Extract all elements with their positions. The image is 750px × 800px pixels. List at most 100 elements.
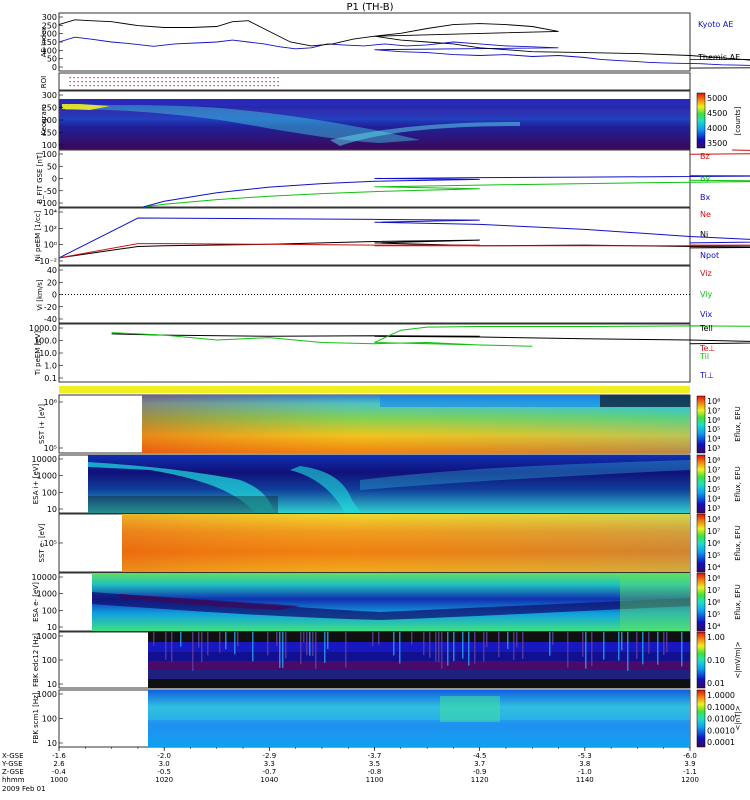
- esa-e-right-edge: [620, 573, 690, 631]
- roi-dot: [221, 85, 223, 87]
- roi-dot: [113, 85, 115, 87]
- fbk-e-yticks: 1000 100 10: [37, 632, 63, 689]
- roi-dot: [89, 85, 91, 87]
- fbk-e-row-1: [148, 632, 690, 642]
- sst-omni-yticks: 10⁶ 10⁵: [44, 398, 63, 453]
- ytick-label: 1000: [37, 590, 57, 599]
- fbk-e-stripe: [681, 632, 683, 667]
- colorbar-tick-label: 0.01: [707, 679, 725, 688]
- fbk-e-row-5: [148, 670, 690, 679]
- roi-dot: [129, 81, 131, 83]
- roi-dot: [273, 77, 275, 79]
- ytick-label: 1.0: [44, 362, 57, 371]
- keogram-colorbar-label: [counts]: [734, 106, 742, 135]
- roi-dot: [165, 81, 167, 83]
- roi-dot: [77, 81, 79, 83]
- xtick-value: 1000: [50, 776, 68, 784]
- roi-dot: [217, 77, 219, 79]
- keogram-colorbar: [696, 92, 706, 149]
- roi-dot: [77, 85, 79, 87]
- xtick-value: -0.7: [262, 768, 276, 776]
- xtick-value: -5.3: [578, 752, 592, 760]
- roi-dot: [109, 81, 111, 83]
- ytick-label: 0.1: [44, 374, 57, 383]
- colorbar-tick-label: 0.0100: [707, 715, 735, 724]
- roi-dot: [229, 77, 231, 79]
- row-label-hhmm: hhmm: [2, 776, 25, 784]
- ytick-label: 10000: [32, 455, 57, 464]
- ytick-label: 100.0: [34, 337, 57, 346]
- colorbar-tick-label: 10⁸: [707, 456, 720, 465]
- roi-dot: [189, 81, 191, 83]
- roi-dot: [121, 81, 123, 83]
- roi-dot: [189, 77, 191, 79]
- colorbar-tick-label: 0.10: [707, 656, 725, 665]
- bfield-series: [142, 149, 750, 208]
- density-yticks: 10⁴ 10² 10⁰ 10⁻²: [39, 208, 63, 266]
- ytick-label: 200: [42, 30, 57, 39]
- roi-dot: [233, 81, 235, 83]
- fbk-e-stripe: [225, 632, 227, 650]
- keogram-ylabel: Keogram: [40, 104, 48, 135]
- fbk-e-stripe: [642, 632, 644, 665]
- roi-dot: [265, 85, 267, 87]
- esa-omni-image: [88, 455, 690, 513]
- esa-omni-yticks: 10000 1000 100 10: [32, 455, 63, 514]
- ytick-label: 100: [42, 488, 57, 497]
- roi-dot: [177, 85, 179, 87]
- roi-dot: [113, 77, 115, 79]
- ytick-label: 50: [47, 55, 57, 64]
- temperature-ylabel: Ti peEM [eV]: [34, 331, 42, 376]
- panel-fbk-e: 1000 100 10 FBK edc12 [Hz] 1.00 0.10 0.01 <|…: [32, 631, 742, 689]
- fbk-e-stripe: [486, 632, 488, 648]
- legend-ne: Ne: [700, 210, 711, 219]
- fbk-e-stripe: [522, 632, 524, 660]
- colorbar-tick-label: 10⁴: [707, 435, 720, 444]
- ytick-label: 10²: [44, 224, 57, 233]
- fbk-b-yticks: 1000 100 10: [37, 690, 63, 748]
- roi-dot: [169, 81, 171, 83]
- fbk-e-stripe: [441, 632, 443, 669]
- xtick-value: 1040: [260, 776, 278, 784]
- roi-dot: [265, 77, 267, 79]
- fbk-e-row-4: [148, 661, 690, 670]
- fbk-e-stripe: [657, 632, 659, 665]
- ytick-label: 100: [42, 656, 57, 665]
- roi-dot: [217, 85, 219, 87]
- roi-dot: [229, 85, 231, 87]
- legend-kyoto-ae: Kyoto AE: [698, 20, 733, 29]
- roi-dot: [161, 85, 163, 87]
- density-frame: [58, 207, 691, 266]
- roi-dot: [177, 77, 179, 79]
- temperature-frame: [58, 323, 691, 383]
- x-axis-row-labels: X-GSE Y-GSE Z-GSE hhmm 2009 Feb 01: [1, 752, 46, 793]
- roi-dot: [169, 85, 171, 87]
- roi-dot: [233, 85, 235, 87]
- roi-dot: [73, 85, 75, 87]
- panel-roi: ROI: [40, 72, 691, 91]
- roi-dot: [85, 85, 87, 87]
- sst-omni-colorbar-label: Eflux, EFU: [734, 406, 742, 441]
- colorbar-tick-label: 10⁶: [707, 416, 720, 425]
- ytick-label: 100: [42, 606, 57, 615]
- roi-dot: [165, 77, 167, 79]
- esa-e-dark-band: [92, 592, 690, 620]
- ytick-label: -100: [39, 199, 57, 208]
- fbk-e-stripe: [345, 632, 347, 668]
- esa-e-colorbar-ticks: 10⁸ 10⁷ 10⁶ 10⁵ 10⁴: [707, 574, 720, 631]
- ytick-label: 0: [52, 63, 57, 72]
- roi-dot: [121, 85, 123, 87]
- bfield-ylabel: B_FIT GSE [nT]: [36, 152, 44, 204]
- esa-e-core: [120, 594, 300, 610]
- roi-dot: [81, 77, 83, 79]
- esa-omni-band: [360, 460, 690, 490]
- roi-dot: [253, 81, 255, 83]
- legend-viy: Viy: [700, 290, 713, 299]
- xtick-value: -2.0: [157, 752, 171, 760]
- fbk-e-stripe: [483, 632, 485, 662]
- roi-dot: [129, 77, 131, 79]
- roi-dot: [133, 85, 135, 87]
- ytick-label: 100: [42, 141, 57, 150]
